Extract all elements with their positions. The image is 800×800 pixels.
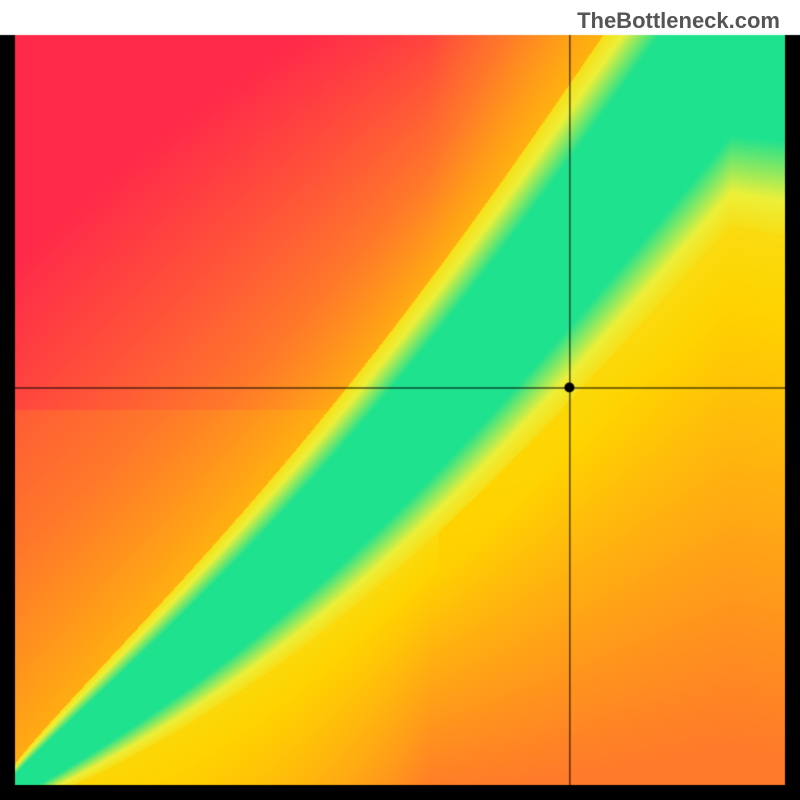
heatmap-canvas <box>0 0 800 800</box>
chart-container: TheBottleneck.com <box>0 0 800 800</box>
watermark-label: TheBottleneck.com <box>577 8 780 34</box>
